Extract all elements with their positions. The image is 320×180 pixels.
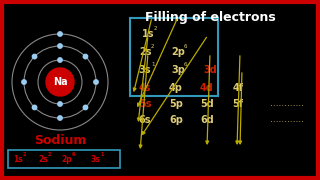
Circle shape bbox=[58, 44, 62, 48]
Text: …………: ………… bbox=[270, 100, 304, 109]
Text: 6: 6 bbox=[72, 152, 76, 158]
Circle shape bbox=[58, 102, 62, 106]
Text: 6d: 6d bbox=[200, 115, 214, 125]
Text: 6: 6 bbox=[184, 44, 188, 50]
Circle shape bbox=[94, 80, 98, 84]
Circle shape bbox=[58, 32, 62, 36]
Text: …………: ………… bbox=[270, 116, 304, 125]
Text: 1s: 1s bbox=[142, 29, 154, 39]
Text: 2p: 2p bbox=[171, 47, 185, 57]
Text: 6p: 6p bbox=[169, 115, 183, 125]
Text: 2s: 2s bbox=[139, 47, 151, 57]
Text: 5p: 5p bbox=[169, 99, 183, 109]
Text: 3s: 3s bbox=[139, 65, 151, 75]
Circle shape bbox=[32, 54, 37, 59]
Text: 4d: 4d bbox=[200, 83, 214, 93]
Text: Sodium: Sodium bbox=[34, 134, 86, 147]
Text: 2: 2 bbox=[151, 44, 155, 50]
Text: 3p: 3p bbox=[171, 65, 185, 75]
Text: 4p: 4p bbox=[169, 83, 183, 93]
Circle shape bbox=[83, 54, 88, 59]
Bar bbox=[8, 150, 120, 168]
Text: 4f: 4f bbox=[233, 83, 244, 93]
Circle shape bbox=[83, 105, 88, 110]
Text: 2s: 2s bbox=[38, 154, 48, 163]
Bar bbox=[130, 18, 218, 96]
Text: 1: 1 bbox=[100, 152, 103, 158]
Circle shape bbox=[32, 105, 37, 110]
Text: 3s: 3s bbox=[90, 154, 100, 163]
Text: Na: Na bbox=[53, 77, 67, 87]
Text: 2: 2 bbox=[154, 26, 157, 31]
Text: 5f: 5f bbox=[233, 99, 244, 109]
Circle shape bbox=[46, 68, 74, 96]
Text: 6: 6 bbox=[184, 62, 188, 68]
Text: Filling of electrons: Filling of electrons bbox=[145, 11, 276, 24]
Circle shape bbox=[58, 116, 62, 120]
Text: 2: 2 bbox=[48, 152, 52, 158]
Text: 1: 1 bbox=[151, 62, 155, 68]
Text: 5d: 5d bbox=[200, 99, 214, 109]
Text: 6s: 6s bbox=[139, 115, 151, 125]
Text: 3d: 3d bbox=[203, 65, 217, 75]
Circle shape bbox=[22, 80, 26, 84]
Text: 5s: 5s bbox=[139, 99, 151, 109]
Circle shape bbox=[58, 58, 62, 62]
Text: 1s: 1s bbox=[13, 154, 23, 163]
Text: 2: 2 bbox=[23, 152, 26, 158]
Text: 2p: 2p bbox=[62, 154, 72, 163]
Text: 4s: 4s bbox=[139, 83, 151, 93]
